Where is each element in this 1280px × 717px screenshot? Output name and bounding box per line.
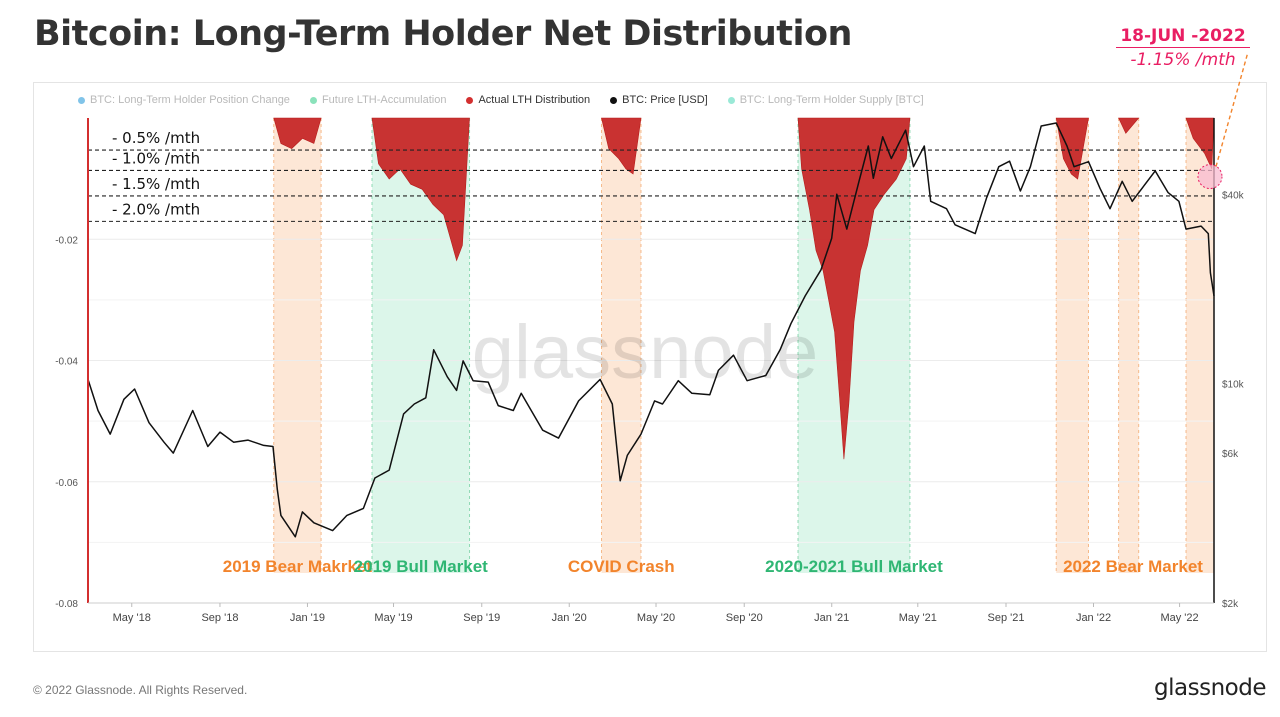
x-tick-label: May '18 <box>113 612 151 624</box>
threshold-label: - 0.5% /mth <box>112 129 200 147</box>
x-tick-label: Sep '20 <box>726 612 763 624</box>
x-tick-label: May '21 <box>899 612 937 624</box>
callout-value: -1.15% /mth <box>1130 50 1236 70</box>
x-tick-label: Jan '19 <box>290 612 325 624</box>
x-tick-label: Sep '18 <box>201 612 238 624</box>
callout-divider <box>1116 47 1250 48</box>
legend-label: Actual LTH Distribution <box>478 94 591 106</box>
x-tick-label: Sep '21 <box>988 612 1025 624</box>
legend-dot-icon <box>727 96 735 104</box>
price-line <box>87 122 1215 538</box>
distribution-area-segment <box>371 117 470 262</box>
region-band-bear <box>273 118 322 573</box>
legend-label: BTC: Price [USD] <box>622 94 708 106</box>
y-right-tick-label: $40k <box>1222 190 1245 201</box>
axes: -0.02 -0.04 -0.06 -0.08 $40k $10k $6k $2k May '1… <box>55 118 1245 624</box>
legend-item-btc-price[interactable]: BTC: Price [USD] <box>610 94 708 106</box>
threshold-label: - 2.0% /mth <box>112 200 200 218</box>
watermark: glassnode <box>472 310 819 395</box>
y-left-tick-label: -0.06 <box>55 478 78 489</box>
distribution-area-segment <box>1118 117 1140 134</box>
legend-label: Future LTH-Accumulation <box>321 94 447 106</box>
region-label: 2019 Bull Market <box>354 557 489 576</box>
x-tick-label: May '22 <box>1160 612 1198 624</box>
distribution-area-segment <box>1055 117 1089 180</box>
chart-title: Bitcoin: Long-Term Holder Net Distributi… <box>34 14 852 54</box>
threshold-label: - 1.0% /mth <box>112 149 200 167</box>
y-left-tick-label: -0.04 <box>55 357 78 368</box>
legend-item-future-accumulation[interactable]: Future LTH-Accumulation <box>309 94 447 106</box>
grid-lines <box>88 238 1214 604</box>
distribution-area-segment <box>601 117 642 175</box>
callout-date: 18-JUN -2022 <box>1120 26 1246 46</box>
legend-dot-icon <box>610 96 618 104</box>
callout-leader <box>1215 51 1249 167</box>
legend-label: BTC: Long-Term Holder Supply [BTC] <box>739 94 924 106</box>
legend-dot-icon <box>78 96 85 104</box>
region-label: 2020-2021 Bull Market <box>765 557 943 576</box>
legend-dot-icon <box>309 96 317 104</box>
distribution-area-segment <box>273 117 322 149</box>
x-tick-label: Jan '22 <box>1076 612 1111 624</box>
region-label: COVID Crash <box>568 557 675 576</box>
y-left-tick-label: -0.08 <box>55 599 78 610</box>
y-left-tick-label: -0.02 <box>55 235 78 246</box>
copyright: © 2022 Glassnode. All Rights Reserved. <box>33 683 248 697</box>
distribution-area <box>273 117 1215 460</box>
y-right-tick-label: $2k <box>1222 599 1239 610</box>
legend-label: BTC: Long-Term Holder Position Change <box>90 94 290 106</box>
threshold-label: - 1.5% /mth <box>112 175 200 193</box>
region-band-bear <box>601 118 641 573</box>
chart-frame <box>33 82 1267 652</box>
x-tick-label: Sep '19 <box>463 612 500 624</box>
price-line-path <box>87 122 1215 538</box>
region-band-bear <box>1186 118 1214 573</box>
x-tick-label: Jan '20 <box>552 612 587 624</box>
region-band-bear <box>1056 118 1089 573</box>
region-band-bear <box>1118 118 1139 573</box>
distribution-area-segment <box>797 117 911 460</box>
y-right-tick-label: $6k <box>1222 449 1239 460</box>
threshold-lines: - 0.5% /mth - 1.0% /mth - 1.5% /mth - 2.0% … <box>88 129 1214 222</box>
y-right-tick-label: $10k <box>1222 379 1245 390</box>
x-tick-label: Jan '21 <box>814 612 849 624</box>
callout-marker <box>1197 51 1249 190</box>
callout-circle <box>1197 164 1223 190</box>
x-tick-label: May '19 <box>374 612 412 624</box>
legend-dot-icon <box>466 96 474 104</box>
legend: BTC: Long-Term Holder Position Change Fu… <box>78 94 924 106</box>
glassnode-logo: glassnode <box>1154 675 1266 701</box>
legend-item-actual-distribution[interactable]: Actual LTH Distribution <box>466 94 590 106</box>
distribution-area-segment <box>1185 117 1215 170</box>
legend-item-lth-position-change[interactable]: BTC: Long-Term Holder Position Change <box>78 94 290 106</box>
legend-item-lth-supply[interactable]: BTC: Long-Term Holder Supply [BTC] <box>727 94 924 106</box>
x-tick-label: May '20 <box>637 612 675 624</box>
region-label: 2019 Bear Makrket <box>223 557 373 576</box>
region-label: 2022 Bear Market <box>1063 557 1203 576</box>
